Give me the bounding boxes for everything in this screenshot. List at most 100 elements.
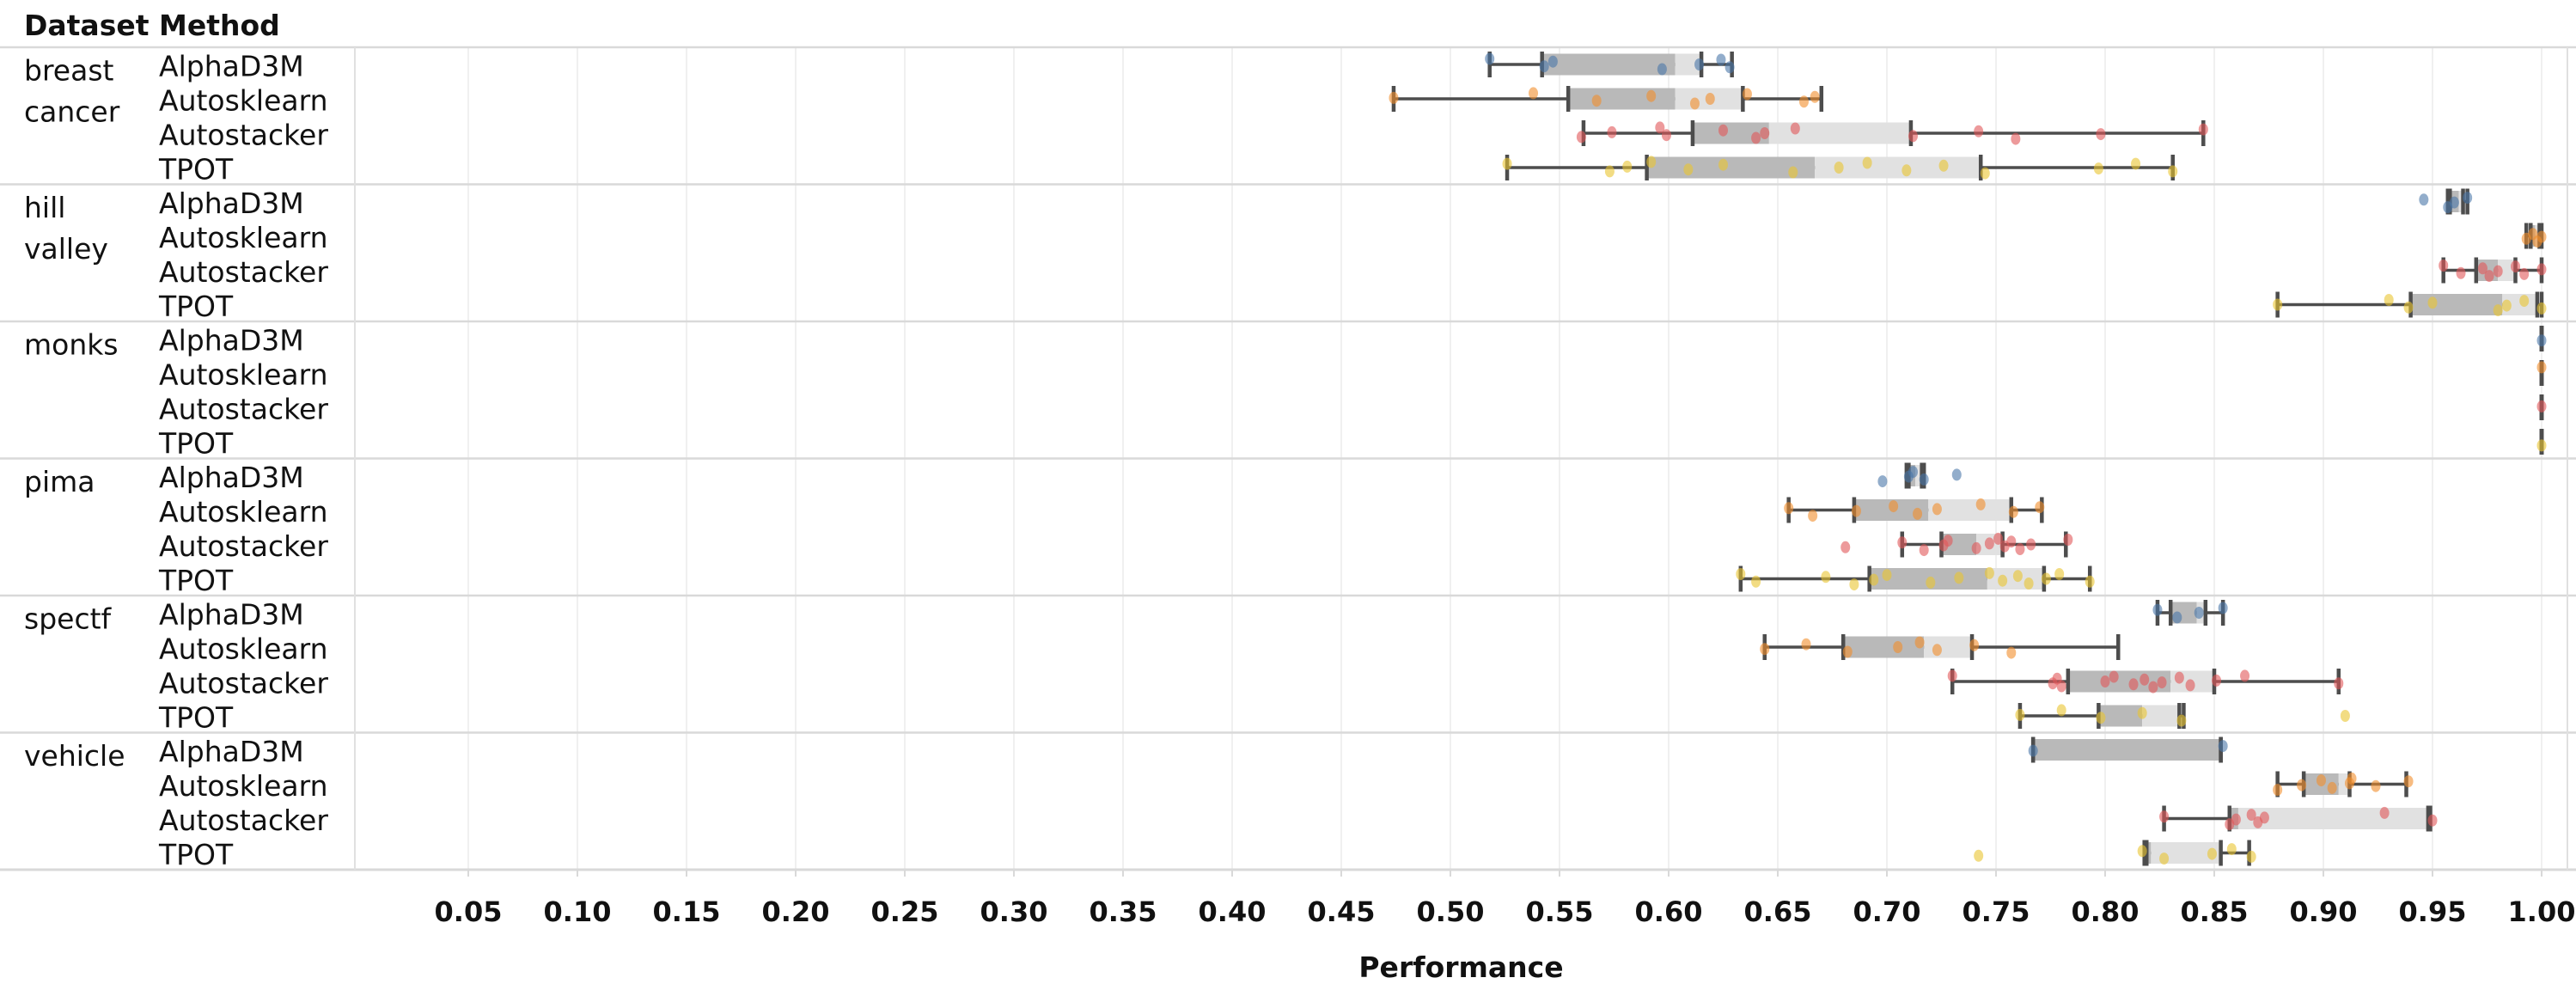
- dataset-label: spectf: [24, 602, 113, 636]
- method-label: Autostacker: [159, 119, 328, 152]
- data-point: [2403, 775, 2414, 788]
- data-point: [2334, 677, 2344, 690]
- data-point: [2100, 675, 2110, 688]
- data-point: [2157, 676, 2167, 689]
- method-label: Autosklearn: [159, 769, 328, 803]
- whisker-cap-max: [2115, 634, 2121, 660]
- data-point: [2536, 439, 2547, 452]
- data-point: [2463, 192, 2473, 205]
- box-upper-half: [2142, 705, 2180, 727]
- data-point: [1716, 53, 1726, 66]
- data-point: [1980, 167, 1990, 180]
- data-point: [1974, 849, 1984, 862]
- data-point: [1724, 61, 1735, 74]
- data-point: [1788, 166, 1798, 179]
- data-point: [2054, 568, 2065, 580]
- data-point: [1889, 500, 1899, 513]
- data-point: [2419, 193, 2429, 206]
- x-tick-label: 0.20: [762, 895, 830, 928]
- data-point: [2519, 295, 2530, 308]
- data-point: [1736, 568, 1746, 580]
- data-point: [1926, 576, 1936, 589]
- data-point: [2371, 779, 2381, 792]
- data-point: [1694, 58, 1705, 70]
- data-point: [2384, 294, 2394, 306]
- method-label: TPOT: [158, 838, 234, 871]
- data-point: [2028, 744, 2038, 757]
- x-tick-label: 0.65: [1744, 895, 1812, 928]
- method-label: Autosklearn: [159, 84, 328, 118]
- data-point: [2137, 706, 2147, 719]
- data-point: [2035, 501, 2045, 514]
- data-point: [1943, 535, 1953, 547]
- x-tick-label: 0.40: [1199, 895, 1267, 928]
- box-lower-half: [2410, 294, 2503, 315]
- box-upper-half: [1924, 636, 1973, 658]
- method-label: Autosklearn: [159, 221, 328, 254]
- data-point: [2340, 710, 2350, 722]
- data-point: [2012, 570, 2023, 583]
- x-tick-label: 0.60: [1635, 895, 1703, 928]
- method-label: AlphaD3M: [159, 598, 304, 632]
- x-tick-label: 0.25: [871, 895, 939, 928]
- data-point: [2259, 811, 2269, 824]
- data-point: [1646, 156, 1657, 168]
- box-q1-edge: [1566, 86, 1571, 112]
- x-tick-label: 0.85: [2181, 895, 2249, 928]
- data-point: [1502, 157, 1512, 170]
- data-point: [1604, 165, 1615, 178]
- data-point: [1969, 639, 1980, 651]
- data-point: [2096, 128, 2106, 141]
- data-point: [1914, 636, 1925, 649]
- data-point: [1751, 131, 1761, 144]
- dataset-label: breast: [24, 54, 114, 88]
- data-point: [2427, 814, 2438, 827]
- data-point: [2006, 535, 2017, 548]
- column-header-dataset: Dataset: [24, 9, 150, 42]
- data-point: [1689, 97, 1700, 110]
- data-point: [2246, 850, 2256, 863]
- whisker-cap-max: [1819, 86, 1824, 112]
- method-label: TPOT: [158, 564, 234, 597]
- data-point: [2056, 704, 2066, 717]
- data-point: [1919, 544, 1929, 557]
- data-point: [2207, 847, 2217, 860]
- box-upper-half: [1915, 465, 1922, 486]
- box-upper-half: [2237, 808, 2428, 829]
- dataset-label: pima: [24, 465, 95, 498]
- data-point: [1974, 125, 1984, 138]
- data-point: [1971, 541, 1981, 554]
- method-label: AlphaD3M: [159, 461, 304, 494]
- data-point: [1547, 55, 1558, 68]
- data-point: [1834, 162, 1844, 174]
- data-point: [1683, 163, 1694, 176]
- method-label: TPOT: [158, 290, 234, 323]
- data-point: [1718, 124, 1728, 137]
- x-tick-label: 0.95: [2399, 895, 2467, 928]
- data-point: [2449, 196, 2459, 209]
- data-point: [1908, 466, 1918, 479]
- box-upper-half: [2458, 191, 2463, 212]
- box-q1-edge: [2474, 257, 2479, 284]
- data-point: [2041, 572, 2051, 585]
- data-point: [1897, 536, 1908, 549]
- data-point: [2327, 781, 2337, 794]
- box-q3-edge: [2461, 188, 2465, 215]
- box-q1-edge: [1645, 155, 1649, 180]
- data-point: [2109, 670, 2119, 683]
- method-label: Autostacker: [159, 804, 328, 837]
- data-point: [1869, 573, 1879, 586]
- box-lower-half: [2033, 739, 2221, 761]
- data-point: [2174, 671, 2184, 684]
- data-point: [2093, 162, 2103, 175]
- data-point: [2008, 505, 2018, 518]
- x-tick-label: 0.45: [1308, 895, 1376, 928]
- data-point: [1760, 643, 1770, 656]
- box-lower-half: [2098, 705, 2143, 727]
- method-label: Autostacker: [159, 255, 328, 289]
- data-point: [2159, 852, 2170, 865]
- data-point: [1485, 52, 1495, 65]
- x-tick-label: 0.10: [544, 895, 612, 928]
- data-point: [2536, 263, 2547, 276]
